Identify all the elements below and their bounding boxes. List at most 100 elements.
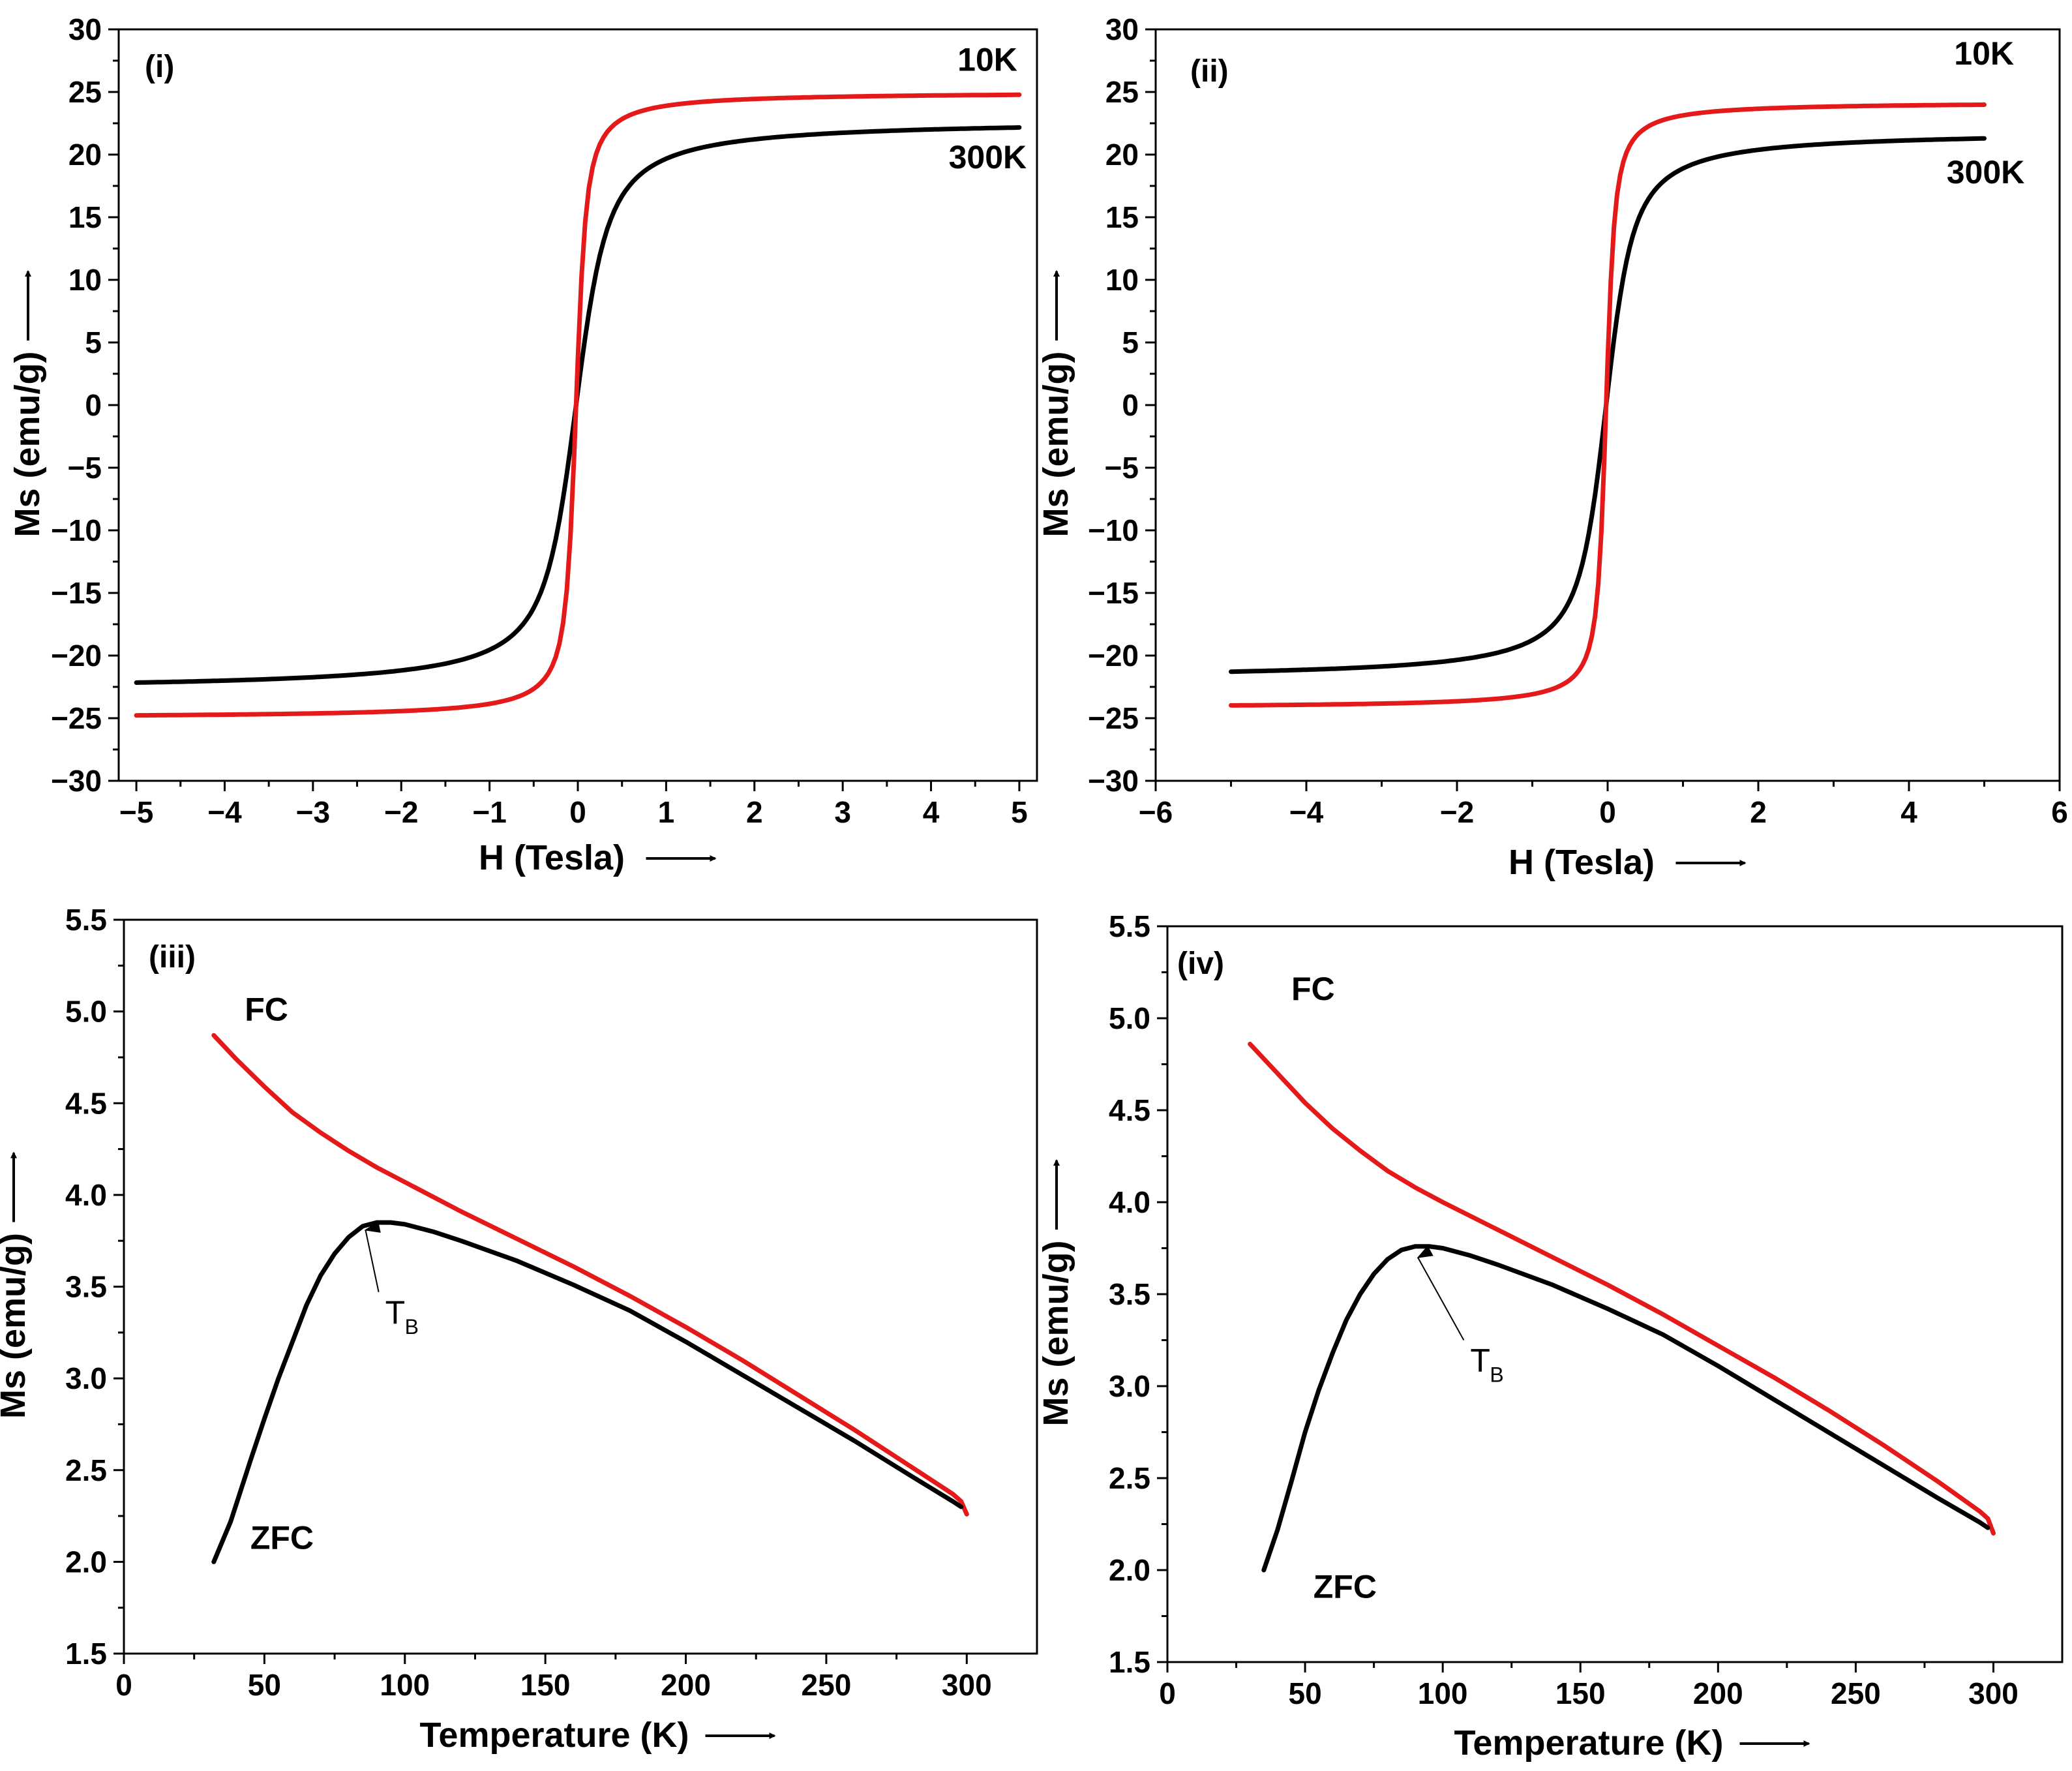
x-axis-label: H (Tesla): [1509, 843, 1655, 882]
y-tick-label: −20: [1088, 639, 1139, 673]
x-axis-label: Temperature (K): [419, 1716, 689, 1755]
x-tick-label: −4: [1289, 795, 1324, 829]
y-tick-label: 1.5: [1109, 1645, 1150, 1679]
tb-annotation: T: [1470, 1342, 1490, 1378]
y-tick-label: −20: [51, 639, 102, 673]
y-tick-label: 20: [68, 138, 102, 172]
x-tick-label: −4: [207, 795, 242, 829]
x-axis-label: Temperature (K): [1454, 1723, 1723, 1763]
x-tick-label: 2: [746, 795, 763, 829]
x-tick-label: 1: [658, 795, 675, 829]
y-tick-label: 25: [68, 75, 102, 109]
series-annotation: FC: [1291, 971, 1335, 1007]
panel-i: −5 −4 −3 −2 −1 0 1 2 3 4 5302520151050−5−10−15−20−…: [8, 12, 1038, 877]
panel-label: (ii): [1190, 54, 1229, 89]
plot-frame: [1166, 925, 2064, 1663]
y-tick-label: −15: [1088, 576, 1139, 610]
y-tick-label: 10: [68, 263, 102, 297]
y-tick-label: −15: [51, 576, 102, 610]
x-tick-label: 50: [248, 1668, 281, 1702]
y-tick-label: 5: [1122, 325, 1139, 359]
y-axis-label-group: Ms (emu/g): [1036, 1159, 1075, 1427]
y-tick-label: 1.5: [65, 1637, 107, 1671]
x-tick-label: 0: [1159, 1676, 1176, 1710]
y-axis-label: Ms (emu/g): [0, 1233, 33, 1419]
y-tick-label: 3.0: [1109, 1369, 1150, 1403]
y-tick-label: 15: [1105, 200, 1139, 234]
y-tick-label: 2.0: [1109, 1553, 1150, 1587]
series-line-10k: [134, 92, 1022, 718]
series-line-fc: [211, 1033, 969, 1517]
x-tick-label: 4: [923, 795, 940, 829]
x-tick-label: 250: [1831, 1676, 1881, 1710]
series-annotation: 300K: [949, 139, 1027, 175]
series-line-zfc: [211, 1220, 964, 1564]
x-tick-label: 200: [1693, 1676, 1743, 1710]
series-annotation: 10K: [957, 41, 1017, 78]
x-tick-label: 300: [1968, 1676, 2019, 1710]
x-tick-label: 5: [1011, 795, 1028, 829]
x-tick-label: 4: [1900, 795, 1917, 829]
y-tick-label: −5: [1105, 451, 1139, 485]
series-line-zfc: [1261, 1244, 1990, 1573]
x-tick-label: −2: [1440, 795, 1474, 829]
x-tick-label: 250: [802, 1668, 852, 1702]
x-tick-label: −3: [296, 795, 330, 829]
panel-label: (iv): [1177, 946, 1224, 981]
y-tick-label: 3.0: [65, 1361, 107, 1395]
y-tick-label: −30: [51, 764, 102, 798]
y-tick-label: 2.5: [1109, 1461, 1150, 1495]
y-tick-label: 2.0: [65, 1545, 107, 1579]
y-axis-label: Ms (emu/g): [8, 351, 47, 537]
y-tick-label: 5: [85, 325, 102, 359]
y-tick-label: 4.5: [1109, 1093, 1150, 1127]
x-axis-label: H (Tesla): [479, 838, 625, 877]
y-axis-label-group: Ms (emu/g): [1036, 270, 1075, 537]
y-tick-label: 0: [85, 388, 102, 422]
y-tick-label: 5.5: [65, 903, 107, 937]
y-tick-label: 30: [68, 12, 102, 46]
x-tick-label: −1: [472, 795, 506, 829]
x-tick-label: 150: [520, 1668, 571, 1702]
panel-iii: 0 50 100 150 200 250 300 5.5 5.0 4.5 4.0 3.5 3.0 2.5 2…: [0, 903, 1038, 1755]
y-axis-label: Ms (emu/g): [1036, 1240, 1075, 1426]
panel-label: (iii): [149, 940, 196, 975]
y-tick-label: −10: [51, 513, 102, 547]
x-tick-label: −5: [119, 795, 153, 829]
tb-annotation-subscript: B: [1490, 1363, 1503, 1386]
y-tick-label: −25: [51, 701, 102, 735]
y-tick-label: 2.5: [65, 1453, 107, 1487]
y-tick-label: 25: [1105, 75, 1139, 109]
x-tick-label: 0: [115, 1668, 132, 1702]
x-tick-label: 2: [1750, 795, 1767, 829]
x-tick-label: 100: [380, 1668, 430, 1702]
series-line-10k: [1229, 102, 1987, 708]
y-tick-label: 0: [1122, 388, 1139, 422]
x-tick-label: 150: [1555, 1676, 1606, 1710]
panel-ii: −6 −4 −2 0 2 4 6302520151050−5−10−15−20−25−30H…: [1036, 12, 2068, 882]
series-line-fc: [1248, 1042, 1996, 1536]
x-tick-label: −6: [1139, 795, 1173, 829]
y-axis-label-group: Ms (emu/g): [0, 1151, 33, 1419]
tb-arrow: [364, 1221, 381, 1292]
y-tick-label: 30: [1105, 12, 1139, 46]
series-annotation: 10K: [1954, 35, 2014, 72]
series-annotation: ZFC: [1314, 1568, 1377, 1605]
y-tick-label: 15: [68, 200, 102, 234]
y-tick-label: 5.0: [1109, 1001, 1150, 1035]
x-tick-label: 6: [2051, 795, 2068, 829]
y-tick-label: 4.0: [65, 1178, 107, 1212]
series-annotation: 300K: [1947, 154, 2025, 190]
tb-arrow: [1417, 1245, 1465, 1340]
x-tick-label: −2: [384, 795, 418, 829]
x-tick-label: 300: [942, 1668, 992, 1702]
y-tick-label: 4.0: [1109, 1185, 1150, 1219]
y-axis-label: Ms (emu/g): [1036, 351, 1075, 537]
series-annotation: ZFC: [250, 1520, 314, 1556]
y-tick-label: 5.5: [1109, 909, 1150, 943]
x-tick-label: 0: [1599, 795, 1616, 829]
x-tick-label: 3: [834, 795, 851, 829]
y-tick-label: 5.0: [65, 995, 107, 1029]
y-tick-label: −10: [1088, 513, 1139, 547]
